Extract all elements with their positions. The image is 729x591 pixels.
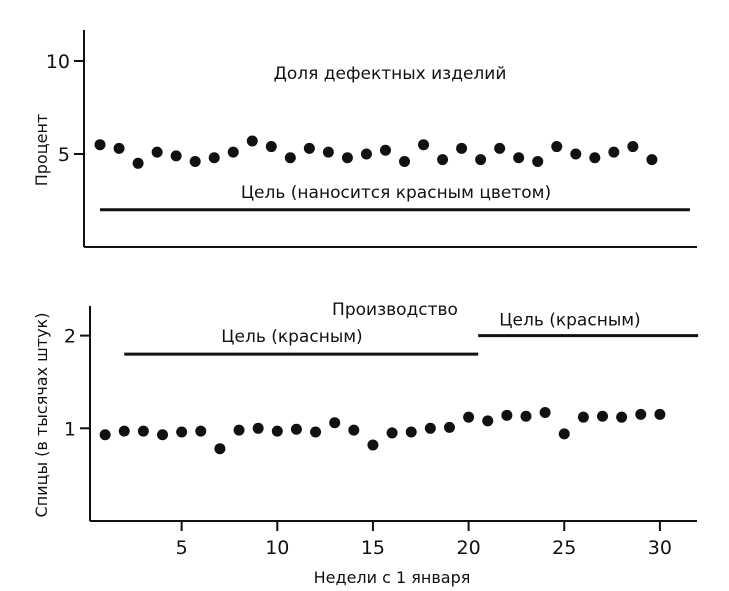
defect-data-point: [646, 154, 658, 166]
production-data-point: [520, 410, 532, 422]
production-data-point: [137, 425, 149, 437]
defect-data-point: [399, 155, 411, 167]
production-data-point: [501, 409, 513, 421]
defect-data-point: [208, 152, 220, 164]
defect-data-point: [265, 141, 277, 153]
defect-data-point: [589, 152, 601, 164]
defect-data-point: [94, 139, 106, 151]
production-data-point: [118, 425, 130, 437]
production-y-tick-label: 1: [64, 418, 76, 440]
defect-data-point: [170, 150, 182, 162]
defect-data-point: [303, 142, 315, 154]
defect-y-ticks: 5 10: [46, 51, 84, 166]
defect-data-point: [532, 155, 544, 167]
production-data-point: [348, 424, 360, 436]
defect-data-point: [189, 155, 201, 167]
defect-goal-label: Цель (наносится красным цветом): [241, 183, 551, 203]
defect-data-point: [608, 146, 620, 158]
production-data-point: [271, 425, 283, 437]
defect-y-axis-title: Процент: [32, 114, 51, 187]
production-data-point: [558, 428, 570, 440]
defect-data-point: [475, 154, 487, 166]
production-chart: 12 5 10 15 20 25 30 Производство Спицы (в тыс…: [32, 300, 699, 587]
production-data-point: [386, 427, 398, 439]
production-data-point: [424, 422, 436, 434]
production-data-point: [597, 410, 609, 422]
production-x-tick-label: 5: [176, 537, 188, 559]
defect-data-point: [570, 148, 582, 160]
defect-data-point: [437, 154, 449, 166]
production-goal-label: Цель (красным): [221, 327, 362, 347]
production-x-tick-label: 10: [265, 537, 289, 559]
production-data-point: [443, 421, 455, 433]
defect-data-point: [360, 148, 372, 160]
defect-y-tick-label: 5: [58, 144, 70, 166]
production-data-point: [482, 415, 494, 427]
production-goal-group: Цель (красным) Цель (красным): [124, 311, 699, 356]
production-x-tick-label: 25: [552, 537, 576, 559]
defect-chart-title: Доля дефектных изделий: [274, 64, 507, 84]
defect-data-point: [132, 157, 144, 169]
production-data-point: [233, 424, 245, 436]
production-data-point: [405, 426, 417, 438]
production-x-tick-label: 30: [648, 537, 672, 559]
production-x-axis-title: Недели с 1 января: [314, 568, 471, 587]
production-x-tick-label: 20: [457, 537, 481, 559]
defect-data-points: [94, 135, 658, 169]
defect-rate-chart: 5 10 Доля дефектных изделий Процент Цель …: [32, 30, 697, 248]
production-data-point: [367, 439, 379, 451]
defect-goal-group: Цель (наносится красным цветом): [100, 183, 690, 212]
production-data-points: [99, 407, 666, 455]
production-data-point: [290, 423, 302, 435]
production-x-ticks: 5 10 15 20 25 30: [176, 521, 672, 559]
defect-data-point: [341, 152, 353, 164]
production-y-axis-title: Спицы (в тысячах штук): [32, 313, 51, 518]
production-data-point: [329, 417, 341, 429]
production-data-point: [214, 443, 226, 455]
production-data-point: [252, 422, 264, 434]
defect-y-tick-label: 10: [46, 51, 70, 73]
defect-data-point: [456, 142, 468, 154]
defect-data-point: [494, 142, 506, 154]
production-data-point: [635, 408, 647, 420]
production-goal-label: Цель (красным): [499, 311, 640, 331]
defect-data-point: [379, 144, 391, 156]
production-data-point: [195, 425, 207, 437]
production-data-point: [157, 429, 169, 441]
defect-data-point: [151, 146, 163, 158]
defect-data-point: [113, 142, 125, 154]
production-data-point: [99, 429, 111, 441]
production-y-tick-label: 2: [64, 326, 76, 348]
production-data-point: [310, 426, 322, 438]
defect-data-point: [246, 135, 258, 147]
defect-data-point: [551, 141, 563, 153]
defect-data-point: [322, 146, 334, 158]
defect-data-point: [227, 146, 239, 158]
production-data-point: [577, 411, 589, 423]
production-data-point: [654, 408, 666, 420]
production-data-point: [539, 407, 551, 419]
production-data-point: [176, 426, 188, 438]
production-x-tick-label: 15: [361, 537, 385, 559]
production-data-point: [616, 411, 628, 423]
defect-data-point: [418, 139, 430, 151]
defect-data-point: [513, 152, 525, 164]
production-chart-title: Производство: [332, 300, 458, 320]
defect-data-point: [627, 141, 639, 153]
production-data-point: [463, 411, 475, 423]
defect-data-point: [284, 152, 296, 164]
production-y-ticks: 12: [64, 326, 90, 440]
